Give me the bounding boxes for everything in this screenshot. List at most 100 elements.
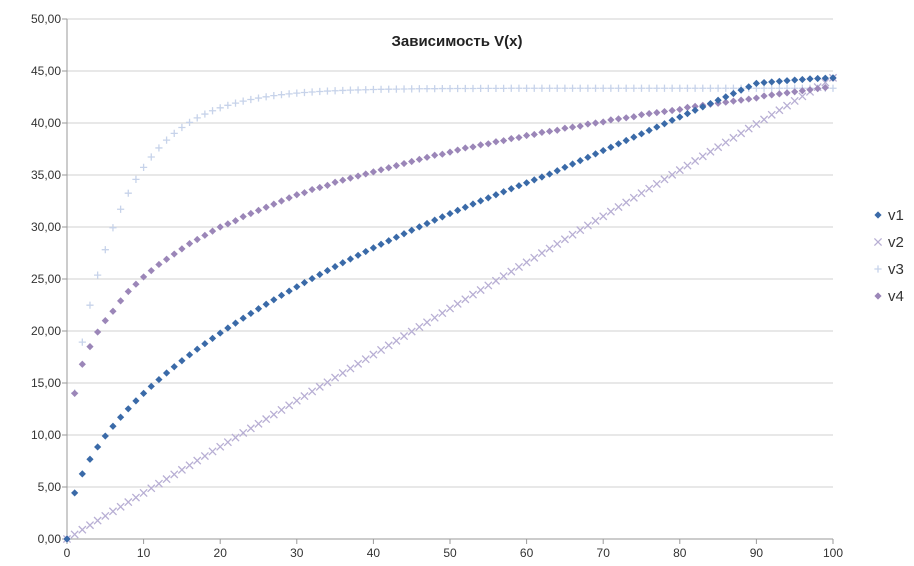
data-point-v3 bbox=[607, 84, 615, 92]
data-point-v3 bbox=[354, 86, 362, 94]
data-point-v1 bbox=[339, 259, 347, 267]
data-point-v1 bbox=[745, 83, 753, 91]
data-point-v1 bbox=[262, 300, 270, 308]
data-point-v4 bbox=[354, 172, 362, 180]
data-point-v4 bbox=[377, 166, 385, 174]
data-point-v3 bbox=[224, 101, 232, 109]
data-point-v2 bbox=[468, 290, 478, 299]
data-point-v4 bbox=[155, 260, 163, 269]
data-point-v2 bbox=[139, 488, 148, 497]
data-point-v1 bbox=[170, 363, 178, 371]
data-point-v3 bbox=[415, 85, 423, 93]
data-point-v1 bbox=[622, 136, 630, 145]
data-point-v1 bbox=[553, 167, 561, 175]
data-point-v4 bbox=[676, 105, 684, 114]
data-point-v1 bbox=[423, 219, 431, 228]
data-point-v3 bbox=[201, 110, 209, 118]
data-point-v4 bbox=[71, 389, 79, 397]
data-point-v3 bbox=[323, 87, 332, 95]
data-point-v1 bbox=[737, 86, 745, 94]
data-point-v2 bbox=[576, 226, 585, 235]
data-point-v4 bbox=[308, 185, 316, 194]
data-point-v1 bbox=[660, 120, 669, 128]
data-point-v3 bbox=[722, 84, 730, 92]
data-point-v3 bbox=[339, 86, 347, 95]
data-point-v4 bbox=[477, 141, 485, 149]
data-point-v2 bbox=[239, 428, 248, 437]
data-point-v2 bbox=[392, 336, 401, 345]
data-point-v2 bbox=[461, 295, 470, 304]
data-point-v1 bbox=[178, 357, 186, 365]
x-tick-label: 10 bbox=[137, 546, 151, 560]
data-point-v3 bbox=[86, 301, 94, 309]
data-point-v2 bbox=[430, 313, 439, 322]
data-point-v3 bbox=[630, 84, 638, 92]
data-point-v4 bbox=[78, 360, 86, 368]
x-tick-label: 20 bbox=[214, 546, 228, 560]
data-point-v4 bbox=[568, 123, 577, 131]
data-point-v4 bbox=[247, 209, 255, 218]
data-point-v4 bbox=[484, 140, 492, 148]
data-point-v2 bbox=[70, 530, 79, 539]
data-point-v2 bbox=[124, 498, 133, 507]
data-point-v4 bbox=[637, 111, 646, 119]
data-point-v3 bbox=[331, 87, 339, 95]
data-point-v2 bbox=[193, 456, 202, 465]
data-point-v2 bbox=[269, 410, 278, 419]
y-tick-label: 45,00 bbox=[31, 64, 61, 78]
data-point-v1 bbox=[760, 78, 768, 87]
data-point-v4 bbox=[760, 92, 768, 100]
data-point-v2 bbox=[798, 92, 807, 101]
data-point-v4 bbox=[438, 150, 446, 158]
data-point-v3 bbox=[591, 84, 600, 92]
data-point-v2 bbox=[162, 475, 171, 484]
data-point-v2 bbox=[208, 447, 217, 456]
data-point-v4 bbox=[408, 157, 416, 166]
y-axis-tick-labels: 0,00 5,00 10,00 15,00 20,00 25,00 30,00 35,00 40… bbox=[31, 12, 61, 546]
data-point-v2 bbox=[200, 451, 209, 461]
data-point-v1 bbox=[400, 230, 408, 238]
data-point-v1 bbox=[706, 99, 715, 108]
data-point-v4 bbox=[140, 273, 148, 281]
data-point-v2 bbox=[277, 405, 286, 414]
data-point-v1 bbox=[545, 170, 554, 178]
data-point-v1 bbox=[293, 283, 301, 291]
data-point-v3 bbox=[155, 144, 163, 152]
data-point-v1 bbox=[415, 223, 423, 231]
data-point-v1 bbox=[798, 75, 806, 84]
data-point-v3 bbox=[660, 84, 669, 92]
data-point-v1 bbox=[614, 140, 623, 148]
data-point-v2 bbox=[315, 382, 324, 391]
data-point-v3 bbox=[270, 92, 278, 100]
data-point-v4 bbox=[814, 85, 822, 93]
data-point-v3 bbox=[706, 84, 715, 92]
data-point-v2 bbox=[760, 115, 769, 124]
data-point-v4 bbox=[806, 86, 814, 94]
data-point-v4 bbox=[231, 217, 240, 225]
data-point-v1 bbox=[385, 237, 393, 245]
data-point-v3 bbox=[477, 84, 485, 92]
data-point-v2 bbox=[438, 309, 447, 318]
data-point-v2 bbox=[170, 470, 179, 479]
data-point-v1 bbox=[507, 185, 515, 193]
data-point-v1 bbox=[224, 324, 232, 332]
data-point-v2 bbox=[108, 507, 118, 516]
data-point-v4 bbox=[775, 90, 783, 98]
data-point-v3 bbox=[162, 136, 171, 144]
data-point-v2 bbox=[453, 299, 462, 308]
data-point-v3 bbox=[78, 338, 86, 346]
data-point-v3 bbox=[553, 84, 561, 92]
data-point-v4 bbox=[561, 124, 569, 132]
data-point-v3 bbox=[438, 84, 446, 93]
data-point-v3 bbox=[185, 118, 194, 126]
data-point-v2 bbox=[583, 221, 592, 230]
data-point-v4 bbox=[752, 94, 760, 102]
legend-marker-v3 bbox=[874, 265, 882, 273]
data-point-v2 bbox=[338, 368, 347, 378]
data-point-v4 bbox=[201, 231, 209, 239]
data-point-v2 bbox=[131, 493, 140, 502]
data-point-v2 bbox=[698, 152, 707, 161]
data-point-v2 bbox=[591, 216, 600, 225]
data-point-v2 bbox=[660, 175, 669, 184]
series-v2 bbox=[62, 73, 838, 544]
